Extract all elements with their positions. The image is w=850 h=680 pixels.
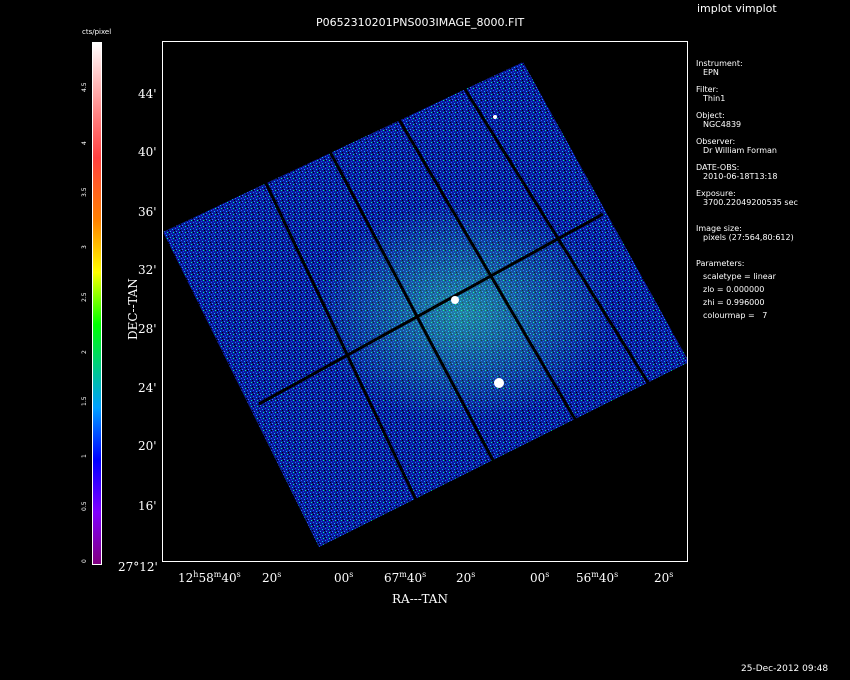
x-tick-s-unit: s bbox=[277, 570, 282, 579]
x-tick-m-value: 67 bbox=[384, 571, 400, 585]
colorbar-tick-label: 1.5 bbox=[81, 396, 88, 407]
param-zhi: zhi = 0.996000 bbox=[703, 298, 765, 307]
x-tick-label: 56m40s bbox=[576, 570, 618, 585]
timestamp: 25-Dec-2012 09:48 bbox=[741, 664, 829, 674]
x-tick-label: 20s bbox=[262, 570, 281, 585]
object-value: NGC4839 bbox=[703, 120, 742, 129]
x-tick-m-unit: m bbox=[399, 570, 407, 579]
x-tick-s-value: 20 bbox=[456, 571, 472, 585]
y-tick-label: 16' bbox=[138, 499, 157, 513]
colorbar-tick-label: 4.5 bbox=[81, 82, 88, 93]
imagesize-label: Image size: bbox=[696, 224, 742, 233]
y-tick-label: 24' bbox=[138, 381, 157, 395]
x-tick-m-unit: m bbox=[213, 570, 222, 579]
y-tick-label: 28' bbox=[138, 322, 157, 336]
instrument-label: Instrument: bbox=[696, 59, 743, 68]
param-scaletype: scaletype = linear bbox=[703, 272, 776, 281]
x-tick-s-value: 40 bbox=[406, 571, 423, 585]
date-label: DATE-OBS: bbox=[696, 163, 740, 172]
param-colourmap: colourmap = 7 bbox=[703, 311, 768, 320]
x-tick-label: 20s bbox=[456, 570, 475, 585]
x-axis-label: RA---TAN bbox=[392, 592, 448, 606]
image-plot-frame bbox=[162, 41, 688, 562]
x-tick-s-value: 20 bbox=[262, 571, 278, 585]
colorbar-tick-label: 2.5 bbox=[81, 291, 88, 302]
colorbar-tick-label: 3.5 bbox=[81, 187, 88, 197]
x-tick-s-value: 00 bbox=[530, 571, 546, 585]
x-tick-label: 12h58m40s bbox=[178, 570, 241, 585]
bright-source bbox=[493, 115, 497, 119]
y-origin-label: 27°12' bbox=[118, 560, 158, 574]
x-tick-s-value: 40 bbox=[598, 571, 615, 585]
param-zlo: zlo = 0.000000 bbox=[703, 285, 765, 294]
exposure-value: 3700.22049200535 sec bbox=[703, 198, 798, 207]
instrument-value: EPN bbox=[703, 68, 719, 77]
colorbar-tick-label: 0 bbox=[81, 559, 88, 563]
filter-label: Filter: bbox=[696, 85, 719, 94]
x-tick-s-value: 20 bbox=[654, 571, 670, 585]
colorbar-tick-label: 4 bbox=[81, 140, 88, 145]
x-tick-label: 20s bbox=[654, 570, 673, 585]
colorbar bbox=[92, 42, 102, 565]
imagesize-value: pixels (27:564,80:612) bbox=[703, 233, 794, 242]
colorbar-tick-label: 1 bbox=[81, 454, 88, 459]
x-tick-s-unit: s bbox=[545, 570, 550, 579]
x-tick-label: 00s bbox=[530, 570, 549, 585]
date-value: 2010-06-18T13:18 bbox=[703, 172, 778, 181]
x-tick-s-unit: s bbox=[669, 570, 674, 579]
cluster-emission bbox=[313, 202, 613, 422]
exposure-label: Exposure: bbox=[696, 189, 736, 198]
y-tick-label: 20' bbox=[138, 439, 157, 453]
x-tick-m-value: 56 bbox=[576, 571, 592, 585]
bright-source bbox=[494, 378, 504, 388]
colorbar-unit-label: cts/pixel bbox=[82, 28, 112, 36]
params-label: Parameters: bbox=[696, 259, 745, 268]
x-tick-m-value: 58 bbox=[198, 571, 214, 585]
x-tick-h-unit: h bbox=[193, 570, 199, 579]
image-title: P0652310201PNS003IMAGE_8000.FIT bbox=[316, 16, 525, 29]
x-tick-s-unit: s bbox=[349, 570, 354, 579]
x-tick-s-value: 00 bbox=[334, 571, 350, 585]
y-tick-label: 44' bbox=[138, 87, 157, 101]
y-tick-label: 32' bbox=[138, 263, 157, 277]
app-title: implot vimplot bbox=[697, 2, 777, 15]
info-panel: Instrument: EPN Filter: Thin1 Object: NG… bbox=[696, 59, 798, 320]
x-tick-s-value: 40 bbox=[221, 571, 237, 585]
x-tick-s-unit: s bbox=[422, 570, 427, 579]
x-tick-s-unit: s bbox=[614, 570, 619, 579]
bright-source bbox=[451, 296, 459, 304]
x-tick-label: 00s bbox=[334, 570, 353, 585]
y-tick-label: 36' bbox=[138, 205, 157, 219]
colorbar-tick-label: 3 bbox=[81, 245, 88, 250]
object-label: Object: bbox=[696, 111, 725, 120]
ccd-gaps bbox=[258, 85, 657, 503]
colorbar-tick-label: 0.5 bbox=[81, 501, 88, 511]
x-tick-m-unit: m bbox=[591, 570, 599, 579]
y-tick-label: 40' bbox=[138, 145, 157, 159]
colorbar-tick-label: 2 bbox=[81, 349, 88, 354]
x-tick-label: 67m40s bbox=[384, 570, 426, 585]
filter-value: Thin1 bbox=[703, 94, 726, 103]
x-tick-h-value: 12 bbox=[178, 571, 194, 585]
observer-label: Observer: bbox=[696, 137, 736, 146]
observer-value: Dr William Forman bbox=[703, 146, 777, 155]
x-tick-s-unit: s bbox=[471, 570, 476, 579]
xray-image bbox=[163, 62, 687, 547]
x-tick-s-unit: s bbox=[236, 570, 241, 579]
